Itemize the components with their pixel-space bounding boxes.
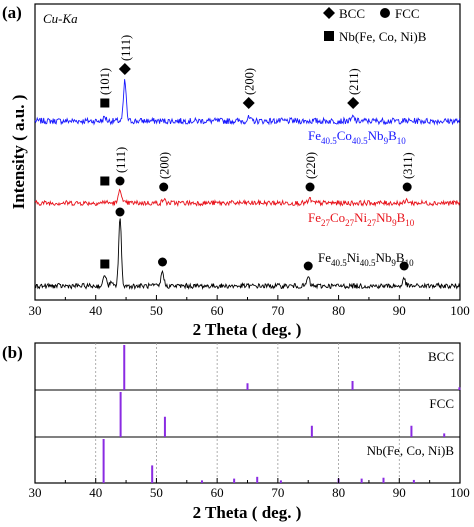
reference-phase-label: FCC	[429, 396, 454, 411]
x-tick-label: 60	[211, 303, 224, 318]
panel-a-letter: (a)	[2, 3, 22, 22]
panel-b-letter: (b)	[2, 343, 23, 362]
element-symbol: Ni	[347, 250, 360, 265]
subscript: 10	[397, 136, 407, 146]
peak-miller-index-label: (211)	[347, 68, 361, 95]
element-symbol: Nb	[368, 128, 384, 143]
panel-b-gridlines	[35, 343, 460, 483]
peak-marker-circle	[158, 257, 167, 267]
peak-miller-index-label: (101)	[98, 68, 112, 95]
peak-miller-index-label: (200)	[158, 152, 172, 179]
legend-label-diamond: BCC	[339, 6, 365, 21]
subscript: 9	[384, 136, 389, 146]
subscript: 40.5	[360, 258, 376, 268]
series-composition-label-2: Fe27Co27Ni27Nb9B10	[308, 210, 415, 228]
subscript: 40.5	[352, 136, 368, 146]
element-symbol: Fe	[308, 128, 321, 143]
x-tick-label: 40	[89, 485, 102, 500]
x-tick-label: 70	[271, 485, 284, 500]
x-tick-label: 100	[450, 303, 470, 318]
subscript: 9	[392, 218, 397, 228]
peak-miller-index-label: (311)	[401, 152, 415, 179]
element-symbol: B	[397, 210, 406, 225]
x-tick-label: 80	[332, 485, 345, 500]
peak-marker-circle	[305, 182, 315, 192]
peak-miller-index-label: (220)	[304, 152, 318, 179]
panel-a-y-axis-title: Intensity ( a.u. )	[9, 95, 28, 210]
peak-marker-circle	[399, 261, 409, 271]
panel-a-series-group: (101)(111)(200) (211)Fe40.5Co40.5Nb9B10(1…	[34, 35, 461, 291]
reference-phase-label: BCC	[428, 349, 454, 364]
series-composition-label-1: Fe40.5Co40.5Nb9B10	[308, 128, 406, 146]
subscript: 27	[321, 218, 331, 228]
x-tick-label: 90	[393, 303, 406, 318]
x-tick-label: 70	[271, 303, 284, 318]
peak-miller-index-label: (111)	[119, 35, 133, 61]
reference-phase-label: Nb(Fe, Co, Ni)B	[367, 443, 455, 458]
legend-circle-marker	[380, 8, 390, 18]
x-tick-label: 30	[29, 303, 42, 318]
panel-a-legend: BCC FCC Nb(Fe, Co, Ni)B	[323, 6, 427, 44]
element-symbol: B	[388, 128, 397, 143]
panel-b-references: BCC FCC Nb(Fe, Co, Ni)B	[102, 345, 461, 483]
element-symbol: Ni	[354, 210, 367, 225]
panel-a-x-axis-title: 2 Theta ( deg. )	[193, 320, 302, 339]
x-tick-label: 30	[29, 485, 42, 500]
element-symbol: B	[396, 250, 405, 265]
series-composition-label-3: Fe40.5Ni40.5Nb9B10	[318, 250, 414, 268]
peak-marker-circle	[303, 261, 313, 271]
legend-square-marker	[324, 31, 334, 41]
xrd-series-line-2	[34, 188, 461, 208]
panel-b-x-axis: 30 40 50 60 70 80 90 100	[29, 478, 470, 500]
x-tick-label: 60	[211, 485, 224, 500]
x-tick-label: 40	[89, 303, 102, 318]
panel-a-xrd-patterns: (a) Cu-Ka Intensity ( a.u. ) 2 Theta ( d…	[2, 3, 470, 339]
subscript: 27	[345, 218, 355, 228]
subscript: 10	[405, 218, 415, 228]
peak-marker-diamond	[242, 97, 255, 109]
subscript: 10	[405, 258, 415, 268]
element-symbol: Co	[330, 210, 345, 225]
subscript: 27	[367, 218, 377, 228]
x-tick-label: 80	[332, 303, 345, 318]
peak-miller-index-label: (200)	[243, 68, 257, 95]
x-tick-label: 100	[450, 485, 470, 500]
x-tick-label: 50	[150, 303, 163, 318]
element-symbol: Fe	[308, 210, 321, 225]
peak-marker-circle	[115, 176, 125, 186]
panel-a-x-axis: 30 40 50 60 70 80 90 100	[29, 295, 470, 318]
radiation-annotation: Cu-Ka	[43, 11, 78, 26]
element-symbol: Nb	[376, 210, 392, 225]
peak-marker-circle	[115, 207, 125, 217]
panel-b-reference-patterns: (b) BCC FCC Nb(Fe, Co, Ni)B 30 40 50 60 70 80 90…	[2, 342, 470, 522]
legend-label-square: Nb(Fe, Co, Ni)B	[339, 29, 427, 44]
peak-marker-circle	[402, 182, 412, 192]
legend-diamond-marker	[323, 7, 335, 19]
legend-label-circle: FCC	[395, 6, 420, 21]
panel-b-x-axis-title: 2 Theta ( deg. )	[193, 503, 302, 522]
peak-marker-diamond	[347, 97, 360, 109]
element-symbol: Fe	[318, 250, 331, 265]
subscript: 40.5	[331, 258, 347, 268]
element-symbol: Nb	[376, 250, 392, 265]
peak-marker-square	[100, 176, 110, 186]
peak-marker-diamond	[118, 63, 131, 75]
peak-marker-circle	[159, 182, 169, 192]
x-tick-label: 50	[150, 485, 163, 500]
peak-miller-index-label: (111)	[114, 147, 128, 173]
subscript: 9	[391, 258, 396, 268]
element-symbol: Co	[337, 128, 352, 143]
xrd-series-line-3	[34, 218, 461, 291]
xrd-series-line-1	[34, 79, 461, 126]
subscript: 40.5	[321, 136, 337, 146]
panel-b-frame	[34, 342, 461, 484]
peak-marker-square	[100, 259, 110, 269]
peak-marker-square	[100, 98, 110, 108]
x-tick-label: 90	[393, 485, 406, 500]
